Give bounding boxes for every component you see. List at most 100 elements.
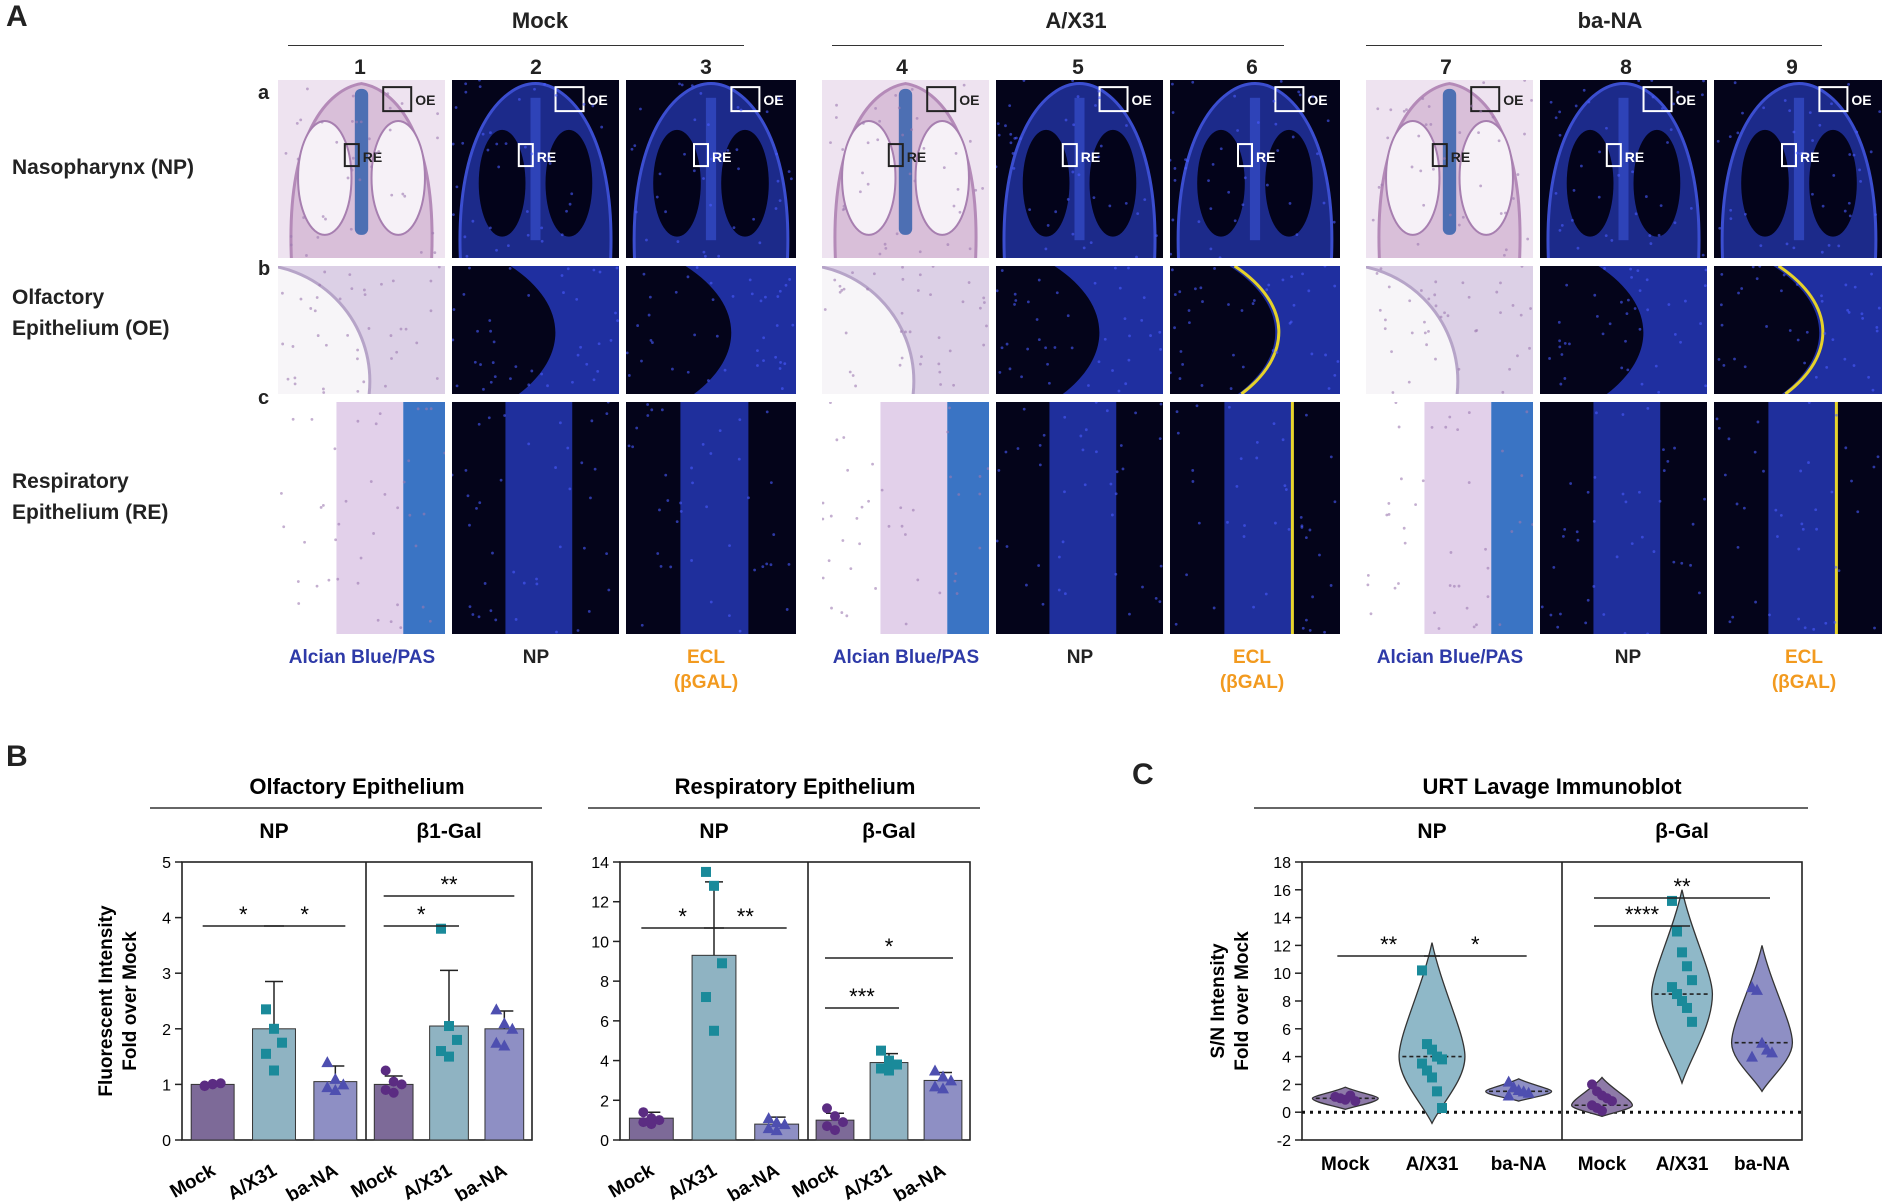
point-c-1-2-5 xyxy=(1746,1050,1758,1062)
bar-b0-1-1 xyxy=(429,1025,469,1141)
point-c-1-0-4 xyxy=(1607,1096,1617,1107)
sig-label-b1-0-0: * xyxy=(678,904,687,929)
row-label-re-line2: Epithelium (RE) xyxy=(12,501,169,524)
sig-label-b1-1-1: * xyxy=(885,934,894,959)
svg-text:OE: OE xyxy=(1307,92,1327,108)
stain-label-alcian-2: Alcian Blue/PAS xyxy=(832,647,980,668)
chart-b1-ytick-label-6: 12 xyxy=(591,895,609,912)
micrograph-re-col-7 xyxy=(1366,402,1533,634)
y-axis-label-b-line2: Fold over Mock xyxy=(120,931,141,1071)
micrograph-np-col-7: OE RE xyxy=(1366,80,1533,258)
micrograph-np-col-2: OE RE xyxy=(452,80,619,258)
row-label-oe: Olfactory Epithelium (OE) xyxy=(12,282,170,344)
point-b0-0-2-2 xyxy=(337,1078,350,1090)
x-label-b0-0-2: ba-NA xyxy=(283,1160,342,1204)
point-b0-1-1-1 xyxy=(444,1021,454,1032)
point-b0-0-1-2 xyxy=(277,1037,287,1048)
chart-b0-ytick-label-2: 2 xyxy=(162,1022,171,1039)
point-b1-1-2-2 xyxy=(945,1074,957,1086)
chart-b1-ytick-label-4: 8 xyxy=(600,974,609,991)
micrograph-np-col-1: OE RE xyxy=(278,80,445,258)
micrograph-np-col-5: OE RE xyxy=(996,80,1163,258)
column-number-7: 7 xyxy=(1440,56,1452,79)
point-c-0-1-0 xyxy=(1417,965,1427,976)
panel-a-letter: A xyxy=(6,0,28,33)
chart-c-ytick-label-5: 8 xyxy=(1282,994,1291,1011)
x-label-c-0-0: Mock xyxy=(1321,1154,1370,1175)
bar-b0-0-2 xyxy=(313,1081,358,1141)
x-label-b1-1-0: Mock xyxy=(789,1160,842,1203)
point-b0-0-1-0 xyxy=(261,1004,271,1015)
violin-c-0-1 xyxy=(1398,942,1466,1125)
sig-label-c-0-1: * xyxy=(1471,932,1480,957)
micrograph-re-col-8 xyxy=(1540,402,1707,634)
micrograph-oe-col-6 xyxy=(1170,266,1340,394)
micrograph-oe-col-5 xyxy=(996,266,1163,394)
point-b1-1-1-1 xyxy=(884,1055,894,1066)
svg-text:OE: OE xyxy=(415,92,435,108)
point-b0-0-1-1 xyxy=(269,1023,279,1034)
svg-text:RE: RE xyxy=(712,149,731,165)
point-b1-0-0-0 xyxy=(638,1107,649,1118)
point-b0-1-1-0 xyxy=(436,923,446,934)
x-label-b1-1-2: ba-NA xyxy=(891,1160,950,1204)
sig-label-c-1-0: **** xyxy=(1625,902,1660,927)
point-b1-1-0-1 xyxy=(830,1111,840,1122)
sig-label-b0-1-0: * xyxy=(417,902,426,927)
svg-text:OE: OE xyxy=(763,92,783,108)
chart-b0-title: Olfactory Epithelium xyxy=(249,774,464,799)
column-number-3: 3 xyxy=(700,56,712,79)
point-c-0-1-4 xyxy=(1437,1054,1447,1065)
point-b1-0-1-3 xyxy=(701,992,711,1003)
micrograph-np-col-6: OE RE xyxy=(1170,80,1340,258)
point-b1-1-1-4 xyxy=(884,1065,894,1076)
chart-c-ytick-label-1: 0 xyxy=(1282,1105,1291,1122)
sig-label-b1-0-1: ** xyxy=(737,904,755,929)
micrograph-oe-col-1 xyxy=(278,266,445,394)
point-b1-0-1-1 xyxy=(709,880,719,891)
micrograph-oe-col-8 xyxy=(1540,266,1707,394)
chart-b1-frame xyxy=(619,861,971,1141)
point-b1-0-2-3 xyxy=(762,1122,775,1134)
point-b1-1-2-0 xyxy=(929,1064,941,1076)
point-c-0-0-4 xyxy=(1350,1096,1361,1107)
stain-label-ecl-1: ECL (βGAL) xyxy=(636,645,776,695)
stain-label-ecl-2-line2: (βGAL) xyxy=(1219,672,1285,693)
micrograph-oe-col-3 xyxy=(626,266,796,394)
point-c-1-1-1 xyxy=(1672,926,1682,937)
point-b0-0-2-0 xyxy=(321,1056,334,1068)
micrograph-np-col-4: OE RE xyxy=(822,80,989,258)
point-b1-0-2-0 xyxy=(762,1112,775,1124)
chart-b0-ytick-label-1: 1 xyxy=(162,1077,171,1094)
micrograph-oe-col-7 xyxy=(1366,266,1533,394)
point-c-0-1-6 xyxy=(1422,1065,1432,1076)
y-axis-label-b-line1: Fluorescent Intensity xyxy=(96,905,117,1097)
chart-b0-ytick-label-4: 4 xyxy=(162,911,171,928)
point-b1-0-1-0 xyxy=(701,866,711,877)
point-b1-1-1-0 xyxy=(876,1045,886,1056)
violin-c-1-2 xyxy=(1730,945,1794,1093)
point-b0-0-0-3 xyxy=(199,1081,210,1092)
point-c-1-1-0 xyxy=(1667,895,1677,906)
point-b0-0-0-4 xyxy=(207,1078,218,1089)
svg-text:OE: OE xyxy=(959,92,979,108)
chart-c-ytick-label-3: 4 xyxy=(1282,1050,1291,1067)
point-b1-1-0-3 xyxy=(822,1121,832,1132)
stain-label-np-3: NP xyxy=(1614,647,1642,668)
chart-c-subtitle-1: β-Gal xyxy=(1655,820,1709,843)
x-label-b0-0-1: A/X31 xyxy=(224,1160,281,1204)
point-c-0-2-0 xyxy=(1502,1075,1515,1087)
row-letter-a: a xyxy=(258,82,270,104)
group-line-bana xyxy=(1366,45,1822,46)
micrograph-re-col-5 xyxy=(996,402,1163,634)
micrograph-re-col-1 xyxy=(278,402,445,634)
group-line-mock xyxy=(288,45,744,46)
x-label-c-0-2: ba-NA xyxy=(1491,1154,1547,1175)
point-c-1-1-3 xyxy=(1682,961,1692,972)
chart-c-ytick-label-6: 10 xyxy=(1273,966,1291,983)
point-c-0-1-9 xyxy=(1437,1103,1447,1114)
column-number-5: 5 xyxy=(1072,56,1084,79)
micrograph-re-col-4 xyxy=(822,402,989,634)
chart-b0-subtitle-0: NP xyxy=(259,820,288,843)
y-axis-label-c-line1: S/N Intensity xyxy=(1208,943,1229,1059)
